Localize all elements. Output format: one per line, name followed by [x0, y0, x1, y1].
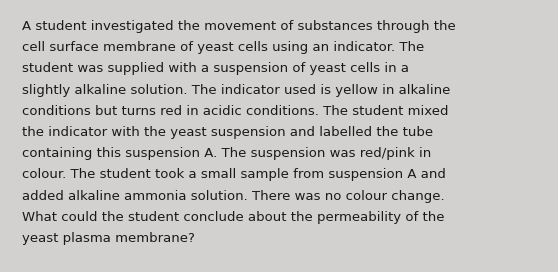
Text: colour. The student took a small sample from suspension A and: colour. The student took a small sample …: [22, 168, 446, 181]
Text: the indicator with the yeast suspension and labelled the tube: the indicator with the yeast suspension …: [22, 126, 433, 139]
Text: added alkaline ammonia solution. There was no colour change.: added alkaline ammonia solution. There w…: [22, 190, 445, 203]
Text: conditions but turns red in acidic conditions. The student mixed: conditions but turns red in acidic condi…: [22, 105, 449, 118]
Text: containing this suspension A. The suspension was red/pink in: containing this suspension A. The suspen…: [22, 147, 431, 160]
Text: yeast plasma membrane?: yeast plasma membrane?: [22, 232, 195, 245]
Text: A student investigated the movement of substances through the: A student investigated the movement of s…: [22, 20, 456, 33]
Text: student was supplied with a suspension of yeast cells in a: student was supplied with a suspension o…: [22, 62, 409, 75]
Text: What could the student conclude about the permeability of the: What could the student conclude about th…: [22, 211, 445, 224]
Text: slightly alkaline solution. The indicator used is yellow in alkaline: slightly alkaline solution. The indicato…: [22, 84, 450, 97]
Text: cell surface membrane of yeast cells using an indicator. The: cell surface membrane of yeast cells usi…: [22, 41, 424, 54]
